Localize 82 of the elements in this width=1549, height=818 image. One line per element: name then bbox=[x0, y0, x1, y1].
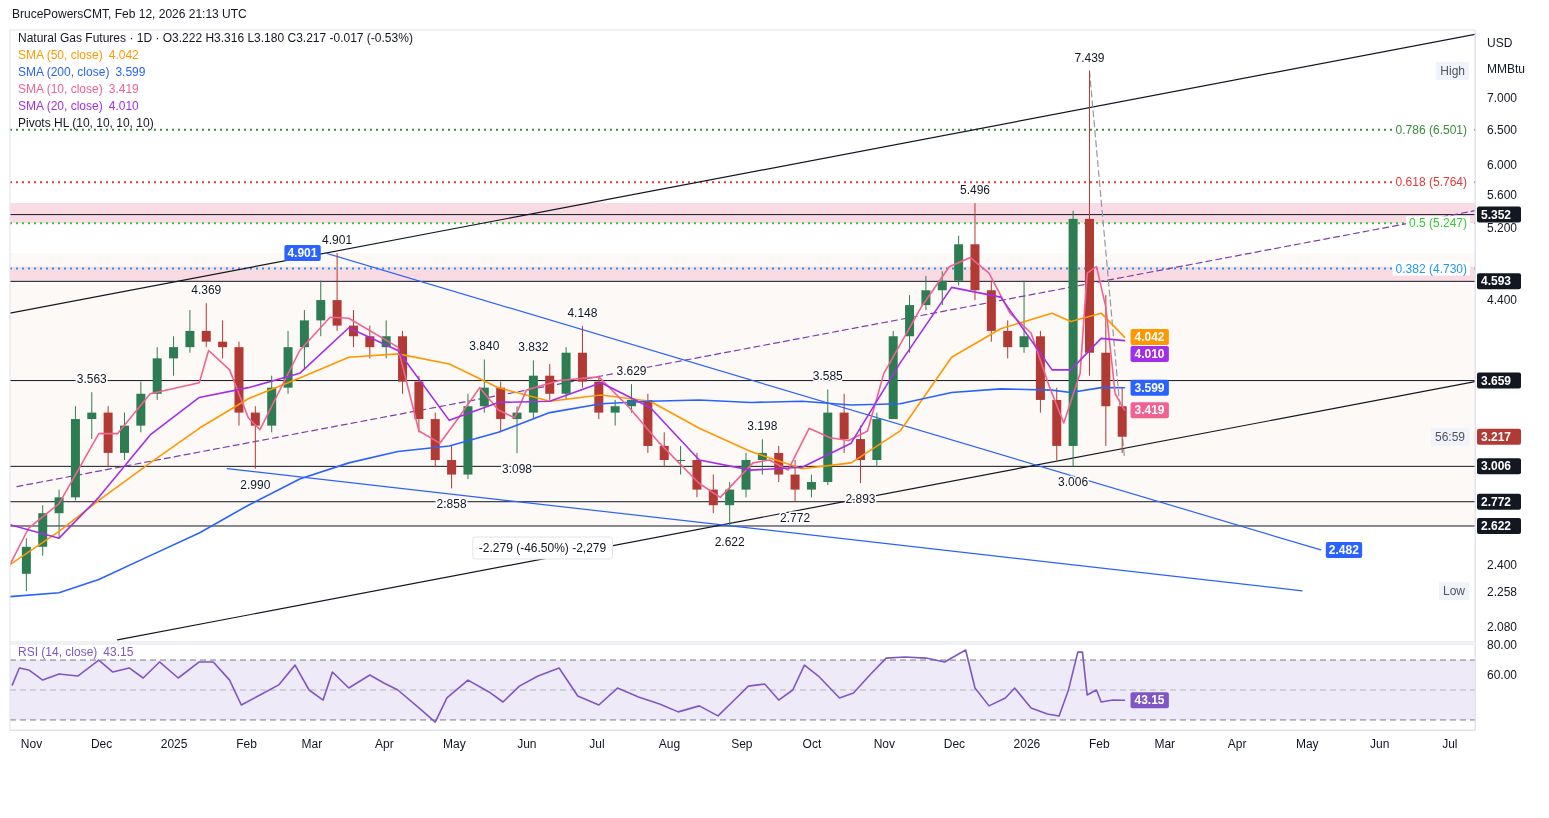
text: SMA (200, close) bbox=[18, 65, 110, 79]
annotation: 3.198 bbox=[747, 419, 778, 434]
x-tick-label: Aug bbox=[658, 736, 681, 751]
ref-line-label: 3.659 bbox=[1481, 373, 1512, 388]
annotation: 4.369 bbox=[191, 283, 222, 298]
y-tick-label: 2.258 bbox=[1487, 584, 1518, 599]
chart-title: Natural Gas Futures · 1D · O3.222 H3.316 L3.180 C3.217 -0.017 (-0.53%) bbox=[18, 31, 413, 45]
annotation: Low bbox=[1442, 584, 1466, 599]
x-tick-label: Mar bbox=[301, 736, 323, 751]
y-tick-label: 7.000 bbox=[1487, 90, 1518, 105]
x-tick-label: Jun bbox=[1370, 736, 1390, 751]
text: SMA (50, close) bbox=[18, 48, 103, 62]
x-tick-label: Nov bbox=[873, 736, 896, 751]
text: 43.15 bbox=[103, 645, 134, 659]
annotation: 2.990 bbox=[240, 477, 271, 492]
x-tick-label: Sep bbox=[731, 736, 753, 751]
ref-line-label: 2.622 bbox=[1481, 519, 1512, 533]
annotation: 3.006 bbox=[1058, 475, 1089, 490]
data-label: 4.042 bbox=[1134, 330, 1165, 345]
annotation: 2.622 bbox=[714, 535, 745, 549]
ref-line-label: 0.382 (4.730) bbox=[1395, 261, 1467, 276]
data-label: 3.599 bbox=[1134, 380, 1165, 395]
x-tick-label: Jul bbox=[589, 736, 605, 751]
data-label: 4.010 bbox=[1134, 347, 1165, 362]
x-tick-label: Nov bbox=[20, 736, 43, 751]
x-tick-label: May bbox=[443, 736, 466, 751]
ref-line-label: 3.006 bbox=[1481, 459, 1512, 474]
y-tick-label: 2.400 bbox=[1487, 557, 1518, 572]
annotation: High bbox=[1440, 63, 1465, 78]
annotation: 7.439 bbox=[1074, 50, 1105, 65]
annotation: Pivots HL (10, 10, 10, 10) bbox=[18, 116, 154, 130]
y-tick-label: 5.600 bbox=[1487, 188, 1518, 203]
y-tick-label: 80.00 bbox=[1487, 638, 1518, 653]
y-tick-label: 6.500 bbox=[1487, 123, 1518, 138]
y-tick-label: 5.200 bbox=[1487, 220, 1518, 235]
ref-line-label: 0.618 (5.764) bbox=[1395, 175, 1467, 190]
x-tick-label: Mar bbox=[1154, 736, 1176, 751]
y-axis-title: USD MMBtu bbox=[1487, 36, 1526, 76]
x-tick-label: Dec bbox=[90, 736, 113, 751]
text: 4.042 bbox=[108, 48, 139, 62]
text: 3.419 bbox=[108, 82, 139, 96]
annotation: 5.496 bbox=[959, 183, 991, 198]
y-tick-label: 4.400 bbox=[1487, 293, 1518, 308]
annotation: 56:59 bbox=[1434, 429, 1466, 444]
band-label: -2.279 (-46.50%) -2,279 bbox=[478, 541, 607, 555]
y-tick-label: 2.080 bbox=[1487, 620, 1518, 635]
annotation: 4.901 bbox=[322, 233, 353, 248]
text: 3.599 bbox=[115, 65, 146, 79]
x-tick-label: May bbox=[1295, 736, 1319, 751]
annotation: 4.148 bbox=[567, 305, 598, 320]
data-label: 3.419 bbox=[1134, 403, 1165, 418]
ref-line-label: 4.593 bbox=[1481, 274, 1512, 289]
data-label: 4.901 bbox=[287, 246, 318, 261]
annotation: 2.772 bbox=[780, 510, 811, 525]
y-tick-label: 60.00 bbox=[1487, 668, 1518, 683]
ref-line-label: 0.5 (5.247) bbox=[1408, 216, 1467, 231]
x-tick-label: Apr bbox=[375, 736, 394, 751]
text: SMA (10, close) bbox=[18, 82, 103, 96]
annotation: 3.629 bbox=[616, 364, 647, 379]
x-tick-label: Feb bbox=[1088, 736, 1110, 751]
y-tick-label: 6.000 bbox=[1487, 158, 1518, 173]
ref-line-label: 0.786 (6.501) bbox=[1395, 122, 1467, 137]
x-tick-label: 2026 bbox=[1013, 736, 1041, 751]
x-tick-label: Jun bbox=[517, 736, 537, 751]
x-tick-label: Oct bbox=[802, 736, 822, 751]
x-tick-label: Apr bbox=[1227, 736, 1247, 751]
text: 4.010 bbox=[108, 99, 139, 113]
annotation: 3.840 bbox=[469, 339, 500, 354]
data-label: 43.15 bbox=[1134, 693, 1165, 708]
ref-line-label: 5.352 bbox=[1481, 207, 1512, 222]
text: SMA (20, close) bbox=[18, 99, 103, 113]
annotation: 3.832 bbox=[518, 340, 549, 355]
annotation: 3.585 bbox=[812, 369, 844, 384]
x-tick-label: Jul bbox=[1442, 736, 1458, 751]
x-tick-label: 2025 bbox=[160, 736, 188, 751]
series-label: RSI (14, close) bbox=[18, 645, 98, 659]
chart-subtitle: BrucePowersCMT, Feb 12, 2026 21:13 UTC bbox=[12, 7, 248, 21]
x-tick-label: Feb bbox=[236, 736, 258, 751]
text: 3.217 bbox=[1481, 429, 1512, 444]
data-label: 2.482 bbox=[1328, 542, 1360, 557]
x-tick-label: Dec bbox=[943, 736, 966, 751]
ref-line-label: 2.772 bbox=[1481, 494, 1512, 509]
